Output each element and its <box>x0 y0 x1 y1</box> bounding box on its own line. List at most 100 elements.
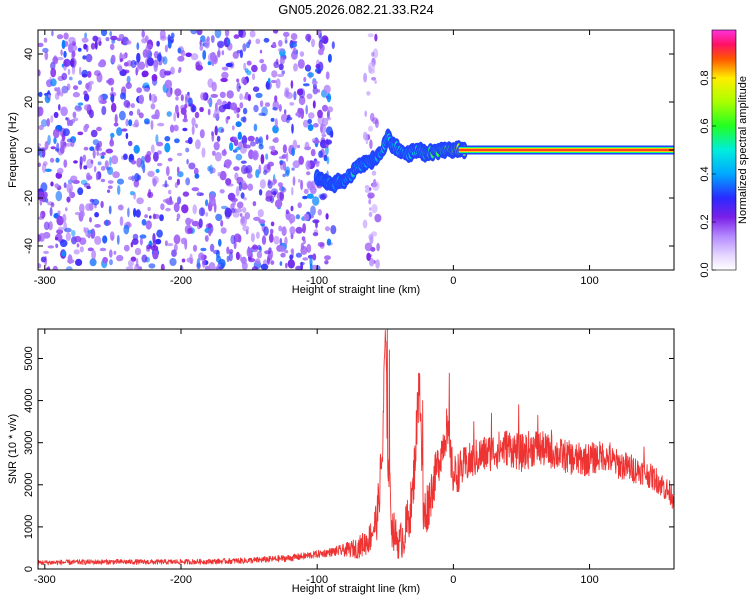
noise-blob <box>66 196 71 203</box>
noise-blob <box>147 191 154 199</box>
noise-blob <box>223 103 231 110</box>
noise-blob <box>236 82 241 93</box>
noise-blob <box>167 157 173 162</box>
y-tick-label: 1000 <box>23 515 35 539</box>
noise-blob <box>60 49 63 56</box>
noise-blob <box>84 32 87 39</box>
noise-blob <box>44 140 49 150</box>
noise-blob <box>123 153 128 160</box>
noise-blob <box>368 211 373 218</box>
noise-blob <box>140 155 145 165</box>
noise-blob <box>189 253 193 262</box>
noise-blob <box>198 207 206 217</box>
y-tick-label: 5000 <box>23 346 35 370</box>
noise-blob <box>39 213 43 219</box>
noise-blob <box>216 98 222 106</box>
noise-blob <box>63 182 67 189</box>
noise-blob <box>270 79 277 84</box>
noise-blob <box>263 169 268 175</box>
noise-blob <box>198 252 205 261</box>
noise-blob <box>371 76 377 81</box>
noise-blob <box>141 30 145 38</box>
noise-blob <box>40 182 48 193</box>
colorbar-tick-label: 0.0 <box>699 262 711 277</box>
noise-blob <box>116 37 122 42</box>
noise-blob <box>102 256 108 264</box>
noise-blob <box>185 177 191 186</box>
noise-blob <box>125 266 134 270</box>
noise-blob <box>159 35 167 41</box>
noise-blob <box>318 150 323 158</box>
noise-blob <box>94 212 99 218</box>
noise-blob <box>96 126 102 132</box>
noise-blob <box>279 191 285 202</box>
noise-blob <box>265 153 269 160</box>
noise-region <box>38 30 337 270</box>
noise-blob <box>132 123 140 128</box>
noise-blob <box>127 260 134 267</box>
noise-blob <box>111 102 117 113</box>
noise-blob <box>153 62 158 72</box>
noise-blob <box>65 266 73 270</box>
noise-blob <box>325 139 332 145</box>
noise-blob <box>251 64 258 73</box>
noise-blob <box>152 233 156 243</box>
noise-blob <box>117 65 123 72</box>
noise-blob <box>310 148 316 157</box>
noise-blob <box>107 77 115 86</box>
noise-blob <box>138 112 144 119</box>
noise-blob <box>63 32 69 40</box>
noise-blob <box>190 53 199 61</box>
noise-blob <box>366 252 371 261</box>
noise-blob <box>65 232 71 242</box>
noise-blob <box>300 261 304 270</box>
noise-blob <box>56 86 61 96</box>
noise-blob <box>54 183 60 189</box>
noise-blob <box>64 227 72 233</box>
noise-blob <box>255 169 260 179</box>
noise-blob <box>83 93 90 102</box>
noise-blob <box>371 204 378 214</box>
noise-blob <box>46 266 51 270</box>
noise-blob <box>273 61 280 69</box>
noise-blob <box>311 38 315 48</box>
noise-blob <box>256 231 260 239</box>
noise-blob <box>44 168 52 172</box>
noise-blob <box>191 105 197 113</box>
noise-blob <box>194 173 200 179</box>
noise-blob <box>141 70 149 78</box>
noise-blob <box>224 30 230 37</box>
x-tick-label: 0 <box>450 275 456 287</box>
noise-blob <box>77 47 82 52</box>
noise-blob <box>289 102 295 106</box>
noise-blob <box>148 263 156 269</box>
noise-blob <box>258 112 266 117</box>
noise-blob <box>56 34 64 40</box>
noise-blob <box>230 197 238 203</box>
noise-blob <box>319 194 326 201</box>
noise-blob <box>214 151 222 162</box>
noise-blob <box>43 231 51 239</box>
noise-blob <box>101 105 107 116</box>
noise-blob <box>111 54 116 64</box>
noise-blob <box>77 102 84 106</box>
noise-blob <box>369 257 375 267</box>
noise-blob <box>279 160 285 164</box>
noise-blob <box>73 235 82 243</box>
noise-blob <box>307 181 314 191</box>
noise-blob <box>265 134 269 141</box>
x-tick-label: -100 <box>306 275 328 287</box>
noise-blob <box>144 214 149 219</box>
noise-blob <box>123 69 130 74</box>
noise-blob <box>38 106 44 117</box>
noise-blob <box>129 191 135 196</box>
noise-blob <box>151 74 158 82</box>
noise-blob <box>79 156 83 166</box>
noise-blob <box>152 213 157 220</box>
noise-blob <box>59 91 64 97</box>
noise-blob <box>191 187 200 192</box>
noise-blob <box>79 203 85 213</box>
noise-blob <box>191 220 199 227</box>
noise-blob <box>364 185 370 190</box>
noise-blob <box>133 179 140 188</box>
